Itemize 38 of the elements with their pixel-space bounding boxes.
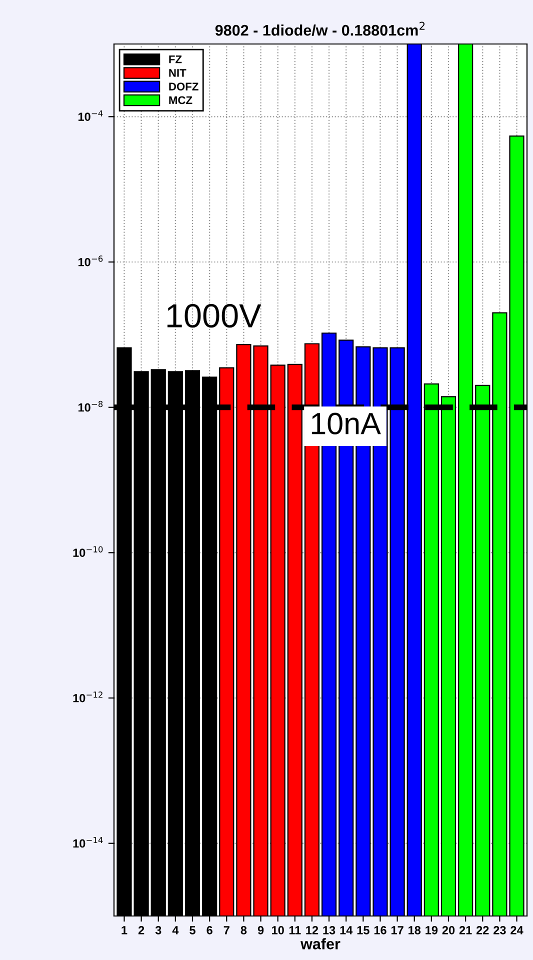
x-tick-label: 7 <box>224 926 230 934</box>
x-tick-label: 20 <box>442 926 455 934</box>
x-tick-label: 6 <box>206 926 212 934</box>
x-tick-label: 16 <box>374 926 386 934</box>
y-tick-label: 10$^{−8}$ <box>78 400 103 412</box>
x-tick-label: 11 <box>289 926 301 934</box>
y-tick-label: 10$^{−10}$ <box>73 546 103 557</box>
x-tick-label: 10 <box>272 926 284 934</box>
x-tick-label: 18 <box>408 926 421 934</box>
x-tick-label: 23 <box>494 926 506 934</box>
x-tick-label: 14 <box>340 926 353 934</box>
x-tick-label: 3 <box>155 926 162 934</box>
y-tick-label: 10$^{−14}$ <box>73 836 103 848</box>
x-tick-label: 2 <box>138 926 144 934</box>
legend-label: NIT <box>169 69 186 77</box>
y-tick-label: 10$^{−4}$ <box>78 110 103 121</box>
legend-label: MCZ <box>169 96 192 104</box>
x-tick-label: 1 <box>122 926 128 934</box>
x-tick-label: 8 <box>240 926 247 934</box>
x-tick-label: 4 <box>172 926 179 934</box>
x-tick-label: 21 <box>459 926 472 934</box>
x-tick-label: 13 <box>323 926 336 934</box>
x-axis-title: wafer <box>300 938 340 950</box>
x-tick-label: 5 <box>190 926 196 934</box>
x-tick-label: 22 <box>476 926 489 934</box>
x-tick-label: 15 <box>357 926 370 934</box>
x-tick-label: 12 <box>306 926 318 934</box>
legend-label: FZ <box>169 55 182 64</box>
annotation: 1000V <box>167 304 262 328</box>
ref-line-label: 10nA <box>312 412 381 434</box>
x-tick-label: 17 <box>391 926 404 934</box>
x-tick-label: 19 <box>426 926 438 934</box>
y-tick-label: 10$^{−6}$ <box>78 256 103 266</box>
chart-title: 9802 - 1diode/w - 0.18801cm$^{2}$ <box>215 22 425 36</box>
x-tick-label: 24 <box>510 926 524 934</box>
legend-label: DOFZ <box>169 82 198 90</box>
x-tick-label: 9 <box>258 926 264 934</box>
y-tick-label: 10$^{−12}$ <box>73 692 102 702</box>
